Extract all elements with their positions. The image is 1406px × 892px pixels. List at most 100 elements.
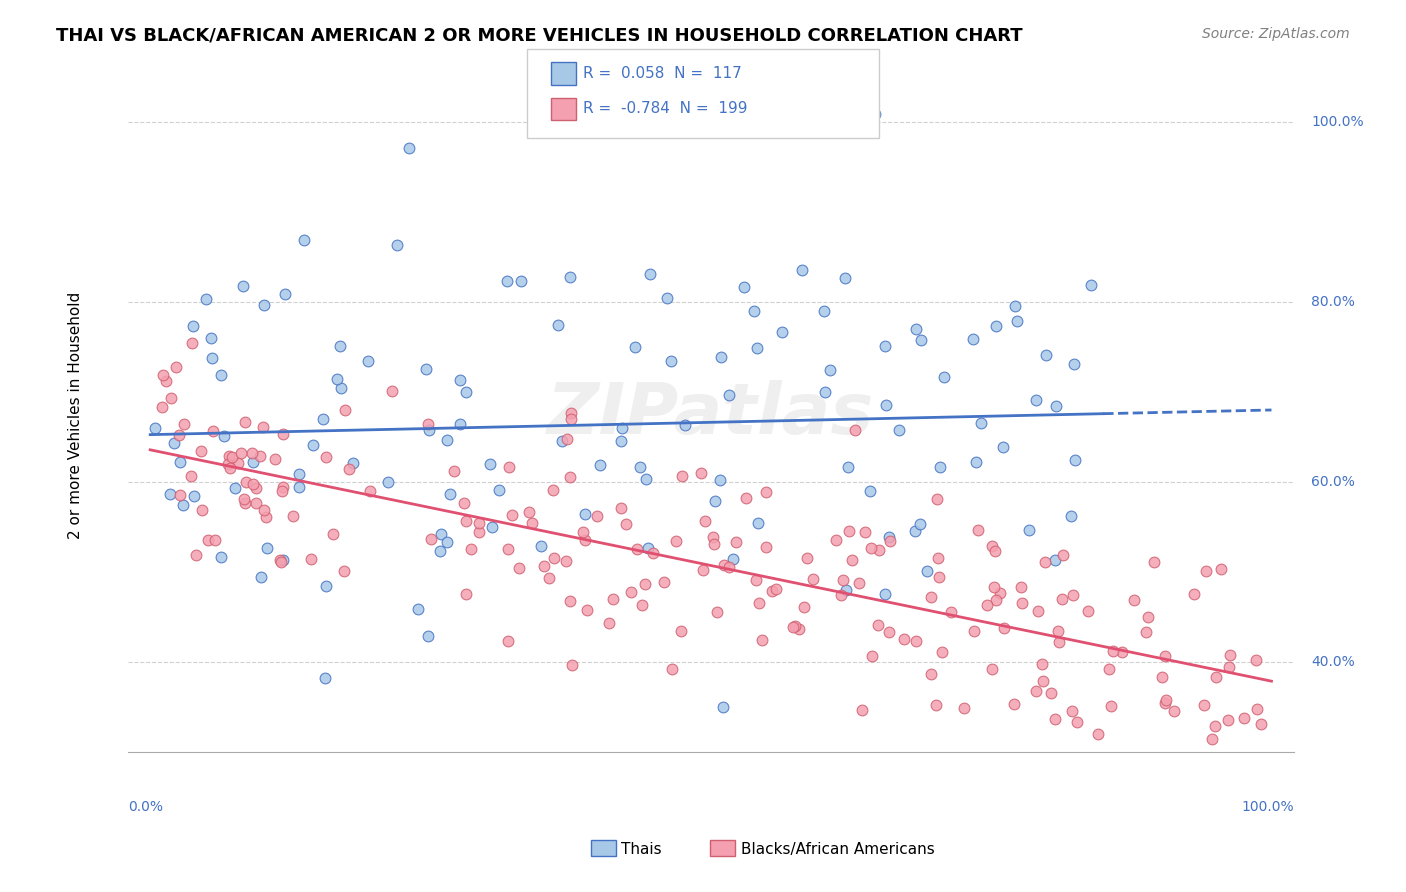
Point (723, 551, 745, 566)
Point (292, 233, 315, 247)
Point (1099, 698, 1122, 713)
Point (415, 361, 437, 376)
Point (703, 537, 725, 551)
Point (1195, 564, 1218, 578)
Point (724, 535, 747, 549)
Point (735, 491, 758, 506)
Point (1047, 635, 1070, 649)
Point (598, 615, 620, 630)
Point (167, 427, 190, 442)
Point (801, 572, 824, 586)
Point (322, 526, 344, 541)
Point (1060, 705, 1083, 719)
Point (288, 480, 311, 494)
Point (853, 524, 876, 539)
Point (834, 583, 856, 598)
Point (589, 458, 612, 473)
Point (796, 551, 818, 566)
Point (560, 594, 582, 608)
Point (865, 107, 887, 121)
Point (488, 483, 510, 497)
Point (1250, 717, 1272, 731)
Point (640, 267, 662, 281)
Point (377, 475, 399, 490)
Point (1063, 452, 1085, 467)
Point (859, 541, 882, 556)
Point (201, 351, 224, 365)
Point (357, 353, 380, 368)
Point (269, 552, 291, 566)
Point (416, 417, 439, 432)
Point (825, 533, 848, 547)
Point (264, 451, 287, 466)
Point (252, 420, 274, 434)
Point (314, 672, 336, 686)
Point (706, 605, 728, 619)
Point (984, 543, 1007, 558)
Point (329, 381, 352, 395)
Point (848, 575, 870, 590)
Point (710, 350, 733, 364)
Point (342, 456, 364, 470)
Point (436, 433, 458, 447)
Text: 2 or more Vehicles in Household: 2 or more Vehicles in Household (67, 292, 83, 539)
Point (1035, 348, 1057, 362)
Point (1194, 698, 1216, 713)
Point (508, 561, 530, 575)
Point (1233, 711, 1256, 725)
Point (501, 508, 523, 523)
Point (610, 421, 633, 435)
Point (637, 541, 659, 555)
Point (221, 450, 243, 464)
Point (509, 274, 531, 288)
Text: 0.0%: 0.0% (128, 800, 163, 814)
Point (169, 488, 191, 502)
Point (1059, 509, 1081, 524)
Point (634, 577, 657, 591)
Point (1043, 712, 1066, 726)
Point (249, 449, 271, 463)
Point (333, 403, 356, 417)
Point (443, 464, 465, 478)
Point (233, 496, 256, 510)
Point (543, 483, 565, 497)
Text: Source: ZipAtlas.com: Source: ZipAtlas.com (1202, 27, 1350, 41)
Point (868, 618, 890, 632)
Point (190, 444, 212, 458)
Point (219, 460, 242, 475)
Point (879, 533, 901, 548)
Point (242, 446, 264, 460)
Point (1031, 657, 1053, 671)
Point (981, 539, 1004, 553)
Point (1004, 300, 1026, 314)
Point (439, 486, 461, 500)
Point (1026, 604, 1049, 618)
Point (547, 318, 569, 333)
Point (273, 287, 295, 301)
Point (242, 477, 264, 491)
Point (145, 421, 167, 435)
Point (1111, 645, 1133, 659)
Point (602, 592, 624, 607)
Point (785, 618, 807, 632)
Point (1050, 591, 1073, 606)
Point (191, 503, 214, 517)
Point (1201, 732, 1223, 747)
Point (333, 564, 356, 578)
Point (359, 484, 381, 499)
Point (496, 541, 519, 556)
Point (183, 489, 205, 503)
Point (217, 458, 239, 472)
Point (1025, 393, 1047, 408)
Point (232, 492, 254, 507)
Point (538, 571, 561, 585)
Point (709, 473, 731, 487)
Text: Blacks/African Americans: Blacks/African Americans (741, 842, 935, 856)
Point (231, 446, 253, 460)
Point (859, 483, 882, 498)
Point (181, 319, 204, 334)
Point (159, 392, 181, 406)
Point (245, 495, 267, 509)
Point (155, 374, 177, 388)
Point (841, 552, 863, 566)
